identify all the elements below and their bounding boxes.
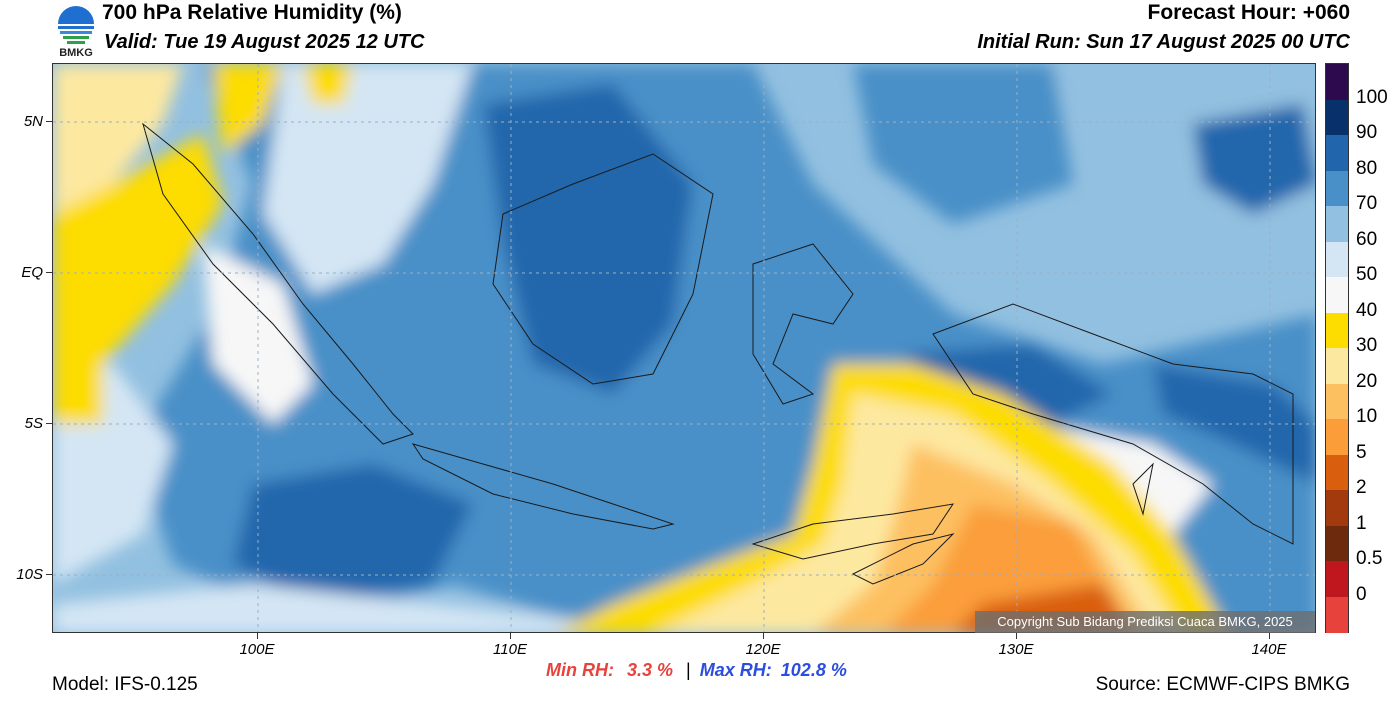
colorbar-segment (1326, 170, 1348, 207)
humidity-field (53, 64, 1315, 632)
colorbar-label: 80 (1356, 157, 1378, 179)
data-source: Source: ECMWF-CIPS BMKG (1095, 674, 1350, 695)
bmkg-logo-emblem (58, 6, 94, 44)
lat-tick (46, 272, 52, 273)
valid-time: Valid: Tue 19 August 2025 12 UTC (104, 31, 425, 53)
colorbar-segment (1326, 99, 1348, 136)
logo-text: BMKG (59, 47, 93, 59)
lon-tick (510, 633, 511, 639)
colorbar-segment (1326, 312, 1348, 349)
lon-tick (1016, 633, 1017, 639)
colorbar-segment (1326, 277, 1348, 313)
max-rh-label: Max RH: (699, 660, 772, 680)
colorbar-label: 0.5 (1356, 548, 1383, 569)
max-rh-value: 102.8 % (780, 660, 847, 680)
colorbar-segment (1326, 241, 1348, 278)
colorbar-segment (1326, 348, 1348, 384)
colorbar-label: 5 (1356, 441, 1367, 463)
initial-run: Initial Run: Sun 17 August 2025 00 UTC (977, 31, 1350, 53)
lon-label-100e: 100E (239, 641, 275, 658)
lon-label-130e: 130E (998, 641, 1034, 658)
lon-tick (763, 633, 764, 639)
colorbar-label: 0 (1356, 583, 1367, 605)
copyright-notice: Copyright Sub Bidang Prediksi Cuaca BMKG… (975, 611, 1315, 633)
forecast-hour: Forecast Hour: +060 (1147, 1, 1351, 24)
colorbar-segment (1326, 419, 1348, 455)
lat-label-5s: 5S (24, 415, 43, 432)
colorbar-segment (1326, 64, 1348, 100)
lat-label-5n: 5N (23, 113, 43, 130)
colorbar-segment (1326, 383, 1348, 420)
colorbar-label: 1 (1356, 512, 1367, 534)
colorbar-label: 10 (1356, 406, 1378, 427)
bmkg-logo: BMKG (52, 2, 100, 60)
colorbar-label: 30 (1356, 335, 1378, 356)
colorbar-segment (1326, 135, 1348, 171)
lat-label-eq: EQ (21, 264, 43, 281)
model-name: Model: IFS-0.125 (52, 674, 198, 695)
colorbar-label: 20 (1356, 370, 1378, 392)
colorbar-segment (1326, 596, 1348, 633)
colorbar-label: 100 (1356, 86, 1388, 108)
min-rh-label: Min RH: (546, 660, 614, 680)
graticule (53, 64, 1315, 632)
coastlines (142, 122, 1294, 585)
chart-title: 700 hPa Relative Humidity (%) (102, 1, 402, 24)
colorbar-segment (1326, 525, 1348, 562)
colorbar-label: 90 (1356, 122, 1378, 143)
lon-label-140e: 140E (1251, 641, 1287, 658)
humidity-map (52, 63, 1316, 633)
colorbar-label: 2 (1356, 477, 1367, 498)
colorbar-segment (1326, 454, 1348, 491)
lon-label-120e: 120E (745, 641, 781, 658)
colorbar (1325, 63, 1349, 633)
lat-label-10s: 10S (16, 566, 43, 583)
lon-tick (1269, 633, 1270, 639)
minmax-separator: | (686, 660, 691, 680)
colorbar-label: 50 (1356, 264, 1378, 285)
lon-tick (257, 633, 258, 639)
lat-tick (46, 423, 52, 424)
lat-tick (46, 574, 52, 575)
colorbar-segment (1326, 206, 1348, 242)
colorbar-segment (1326, 561, 1348, 597)
colorbar-label: 40 (1356, 299, 1378, 321)
min-max-readout: Min RH: 3.3 % | Max RH: 102.8 % (546, 660, 847, 681)
colorbar-label: 60 (1356, 228, 1378, 250)
lat-tick (46, 121, 52, 122)
colorbar-label: 70 (1356, 193, 1378, 214)
lon-label-110e: 110E (493, 641, 527, 658)
colorbar-segment (1326, 490, 1348, 526)
min-rh-value: 3.3 % (627, 660, 674, 680)
